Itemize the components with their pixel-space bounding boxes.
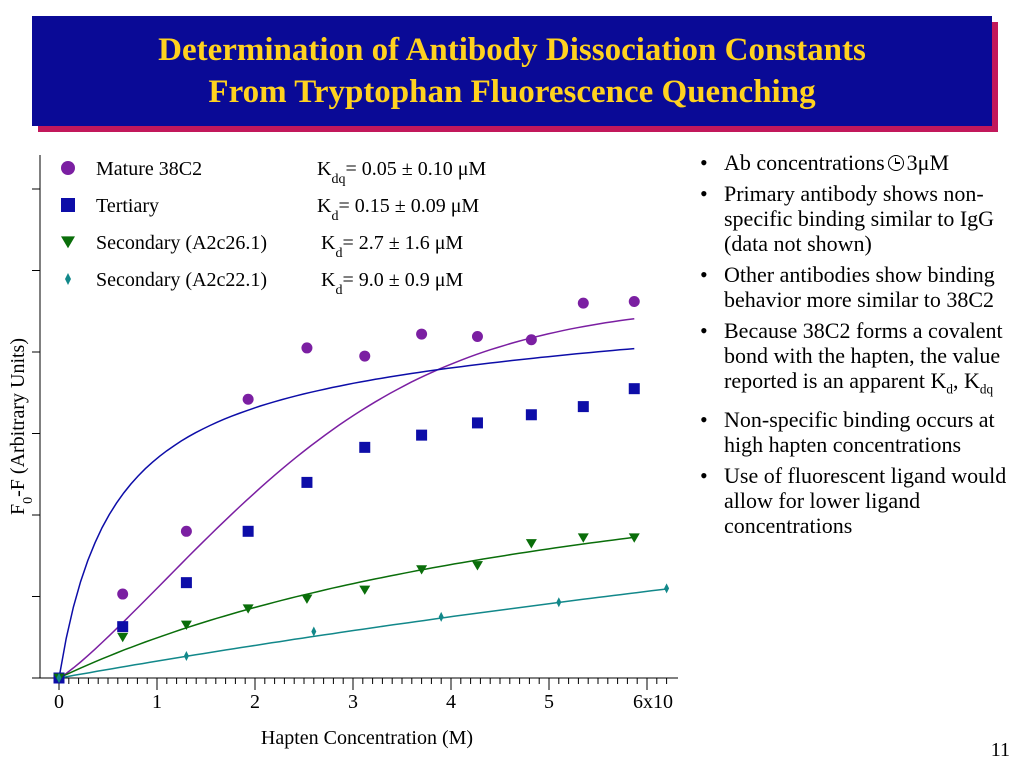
bullet-dot: • xyxy=(700,463,708,489)
clock-icon xyxy=(887,155,904,171)
x-axis-label: Hapten Concentration (M) xyxy=(261,727,473,749)
legend-kd-value: Kdq= 0.05 ± 0.10 μM xyxy=(317,158,486,187)
bullet-text-suffix: 3μM xyxy=(906,150,950,175)
x-tick-label: 3 xyxy=(348,691,358,713)
bullet-text: Use of fluorescent ligand would allow fo… xyxy=(724,463,1007,539)
data-point xyxy=(359,585,371,595)
data-point xyxy=(416,328,428,340)
bullet-dot: • xyxy=(700,407,708,433)
data-point xyxy=(180,525,192,537)
data-point xyxy=(359,350,371,362)
data-point xyxy=(242,393,254,405)
data-point xyxy=(183,650,189,661)
legend-kd-value: Kd= 9.0 ± 0.9 μM xyxy=(321,269,463,298)
bullet-item: • Use of fluorescent ligand would allow … xyxy=(698,463,1024,538)
data-point xyxy=(628,383,640,395)
data-point xyxy=(525,334,537,346)
legend-label: Secondary (A2c26.1) xyxy=(96,232,267,254)
data-point xyxy=(311,626,317,637)
x-tick-label: 5 xyxy=(544,691,554,713)
data-point xyxy=(359,441,371,453)
bullet-dot: • xyxy=(700,181,708,206)
data-point xyxy=(56,673,62,683)
data-point xyxy=(577,533,589,543)
data-point xyxy=(628,533,640,543)
title-line-1: Determination of Antibody Dissociation C… xyxy=(158,32,866,68)
fit-curve xyxy=(58,317,635,679)
bullet-dot: • xyxy=(700,150,708,175)
x-tick-label: 0 xyxy=(54,691,64,713)
legend-label: Secondary (A2c22.1) xyxy=(96,269,267,291)
data-point xyxy=(117,588,129,600)
data-point xyxy=(471,331,483,343)
data-point xyxy=(556,597,562,608)
data-point xyxy=(471,561,483,571)
data-point xyxy=(180,620,192,630)
data-point xyxy=(117,621,129,633)
bullet-dot: • xyxy=(700,318,708,343)
x-tick-label: 2 xyxy=(250,691,260,713)
bullet-text: Ab concentrations xyxy=(724,150,885,175)
bullet-list: • Ab concentrations 3μM • Primary antibod… xyxy=(698,150,1024,544)
bullet-item: • Non-specific binding occurs at high ha… xyxy=(698,407,1024,457)
legend-kd-value: Kd= 0.15 ± 0.09 μM xyxy=(317,195,479,224)
bullet-item: • Primary antibody shows non-specific bi… xyxy=(698,181,1024,256)
legend-marker xyxy=(61,161,75,175)
data-point xyxy=(416,565,428,575)
page-number: 11 xyxy=(990,739,1010,761)
bullet-text: Primary antibody shows non-specific bind… xyxy=(724,181,995,256)
data-point xyxy=(577,297,589,309)
bullet-item: • Ab concentrations 3μM xyxy=(698,150,1024,175)
x-tick-label: 6x10 xyxy=(633,691,673,713)
fit-curve xyxy=(58,588,667,679)
data-point xyxy=(577,401,589,413)
data-point xyxy=(301,594,313,604)
data-point xyxy=(525,409,537,421)
data-point xyxy=(180,577,192,589)
data-point xyxy=(242,525,254,537)
bullet-subscript: dq xyxy=(979,381,994,397)
legend-label: Mature 38C2 xyxy=(96,158,202,180)
bullet-text-mid: , K xyxy=(952,368,980,393)
bullet-text: Because 38C2 forms a covalent bond with … xyxy=(724,318,1003,393)
legend-marker xyxy=(61,198,75,212)
x-tick-label: 1 xyxy=(152,691,162,713)
data-point xyxy=(471,417,483,429)
fit-curve xyxy=(58,536,635,679)
x-tick-label: 4 xyxy=(446,691,456,713)
data-point xyxy=(242,604,254,614)
bullet-text: Non-specific binding occurs at high hapt… xyxy=(724,407,995,458)
bullet-dot: • xyxy=(700,262,708,287)
data-point xyxy=(525,539,537,549)
legend-marker xyxy=(61,236,75,249)
title-line-2: From Tryptophan Fluorescence Quenching xyxy=(208,74,816,110)
data-point xyxy=(438,611,444,622)
bullet-subscript: d xyxy=(946,381,953,397)
data-point xyxy=(416,429,428,441)
y-axis-label: F0-F (Arbitrary Units) xyxy=(7,338,36,515)
title-box: Determination of Antibody Dissociation C… xyxy=(32,16,992,126)
data-point xyxy=(301,476,313,488)
bullet-item: • Other antibodies show binding behavior… xyxy=(698,262,1024,312)
data-point xyxy=(301,342,313,354)
legend-label: Tertiary xyxy=(96,195,159,217)
fit-curve xyxy=(58,347,635,679)
data-point xyxy=(628,295,640,307)
data-point xyxy=(664,583,670,594)
bullet-item: • Because 38C2 forms a covalent bond wit… xyxy=(698,318,1024,401)
data-point xyxy=(117,632,129,643)
legend-kd-value: Kd= 2.7 ± 1.6 μM xyxy=(321,232,463,261)
bullet-text: Other antibodies show binding behavior m… xyxy=(724,262,995,312)
legend-marker xyxy=(65,273,71,285)
